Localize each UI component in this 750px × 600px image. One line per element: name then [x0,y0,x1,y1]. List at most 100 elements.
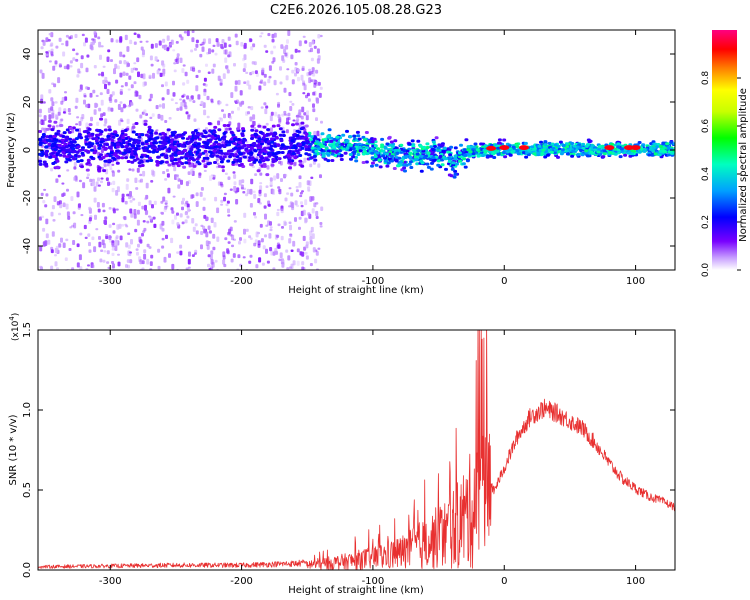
band-cell [123,133,128,137]
noise-cell [82,182,86,189]
band-cell [436,159,441,163]
noise-cell [210,250,214,255]
noise-cell [129,39,133,45]
band-cell [413,155,418,159]
noise-cell [182,93,186,97]
noise-cell [129,259,133,264]
noise-cell [288,205,291,208]
noise-cell [38,108,42,114]
band-cell [97,169,102,173]
noise-cell [143,227,147,232]
band-cell [287,150,292,154]
band-cell [136,140,141,144]
band-cell [312,154,317,158]
band-cell [148,137,153,141]
band-cell [344,140,349,144]
noise-cell [139,259,143,265]
band-cell [71,144,76,148]
band-cell [576,153,580,157]
x-tick-label: -300 [99,276,122,287]
noise-cell [305,244,309,249]
noise-cell [272,57,276,63]
band-cell [669,140,674,144]
noise-cell [71,129,75,134]
noise-cell [280,44,284,49]
band-cell [180,162,185,165]
noise-cell [40,192,44,197]
bottom-y-axis-label: SNR (10 * v/v) [8,414,19,485]
noise-cell [267,78,271,84]
band-cell [335,135,340,139]
noise-cell [319,86,323,90]
band-cell [84,135,89,139]
noise-cell [87,233,91,237]
noise-cell [268,233,272,239]
noise-cell [213,222,217,228]
noise-cell [193,252,197,255]
noise-cell [160,200,164,204]
noise-cell [306,92,310,97]
band-cell [298,142,303,146]
band-cell [50,151,55,155]
band-cell [217,128,222,132]
noise-cell [273,32,277,38]
noise-cell [271,33,275,39]
band-cell [364,131,369,134]
noise-cell [111,163,115,166]
band-cell [92,151,97,155]
noise-cell [311,208,315,214]
noise-cell [190,95,194,99]
band-cell [71,140,76,144]
noise-cell [100,99,104,106]
band-cell [79,159,84,163]
noise-cell [310,57,314,62]
band-cell [263,150,268,154]
band-cell [398,160,403,164]
band-cell [298,136,303,140]
y-scale-exponent: 4 [8,316,16,321]
noise-cell [156,69,160,75]
noise-cell [127,88,131,91]
noise-cell [308,77,312,84]
noise-cell [172,80,175,86]
noise-cell [109,94,113,98]
band-cell [243,138,247,142]
band-cell [258,130,263,134]
noise-cell [54,101,58,104]
noise-cell [114,239,118,246]
noise-cell [186,207,190,213]
noise-cell [302,80,305,87]
band-cell [74,137,79,141]
band-cell [52,143,57,147]
band-cell [130,160,135,164]
noise-cell [268,65,272,71]
hotspot [630,145,641,151]
noise-cell [124,82,128,87]
noise-cell [237,79,241,85]
noise-cell [111,171,115,177]
band-cell [305,140,310,143]
noise-cell [108,96,112,102]
band-cell [451,161,456,165]
band-cell [199,132,204,136]
noise-cell [100,45,104,48]
noise-cell [287,30,291,36]
band-cell [131,155,135,159]
noise-cell [100,166,104,170]
noise-cell [119,72,123,78]
noise-cell [270,111,274,116]
band-cell [152,148,157,152]
noise-cell [148,200,152,206]
hotspot [499,145,510,151]
band-cell [241,127,245,131]
noise-cell [294,217,297,222]
noise-cell [130,84,134,89]
band-cell [339,158,344,161]
band-cell [419,169,424,173]
noise-cell [307,98,311,102]
band-cell [462,157,467,161]
x-tick-label: -200 [230,576,253,587]
noise-cell [202,83,206,86]
band-cell [257,124,262,128]
band-cell [352,150,357,154]
